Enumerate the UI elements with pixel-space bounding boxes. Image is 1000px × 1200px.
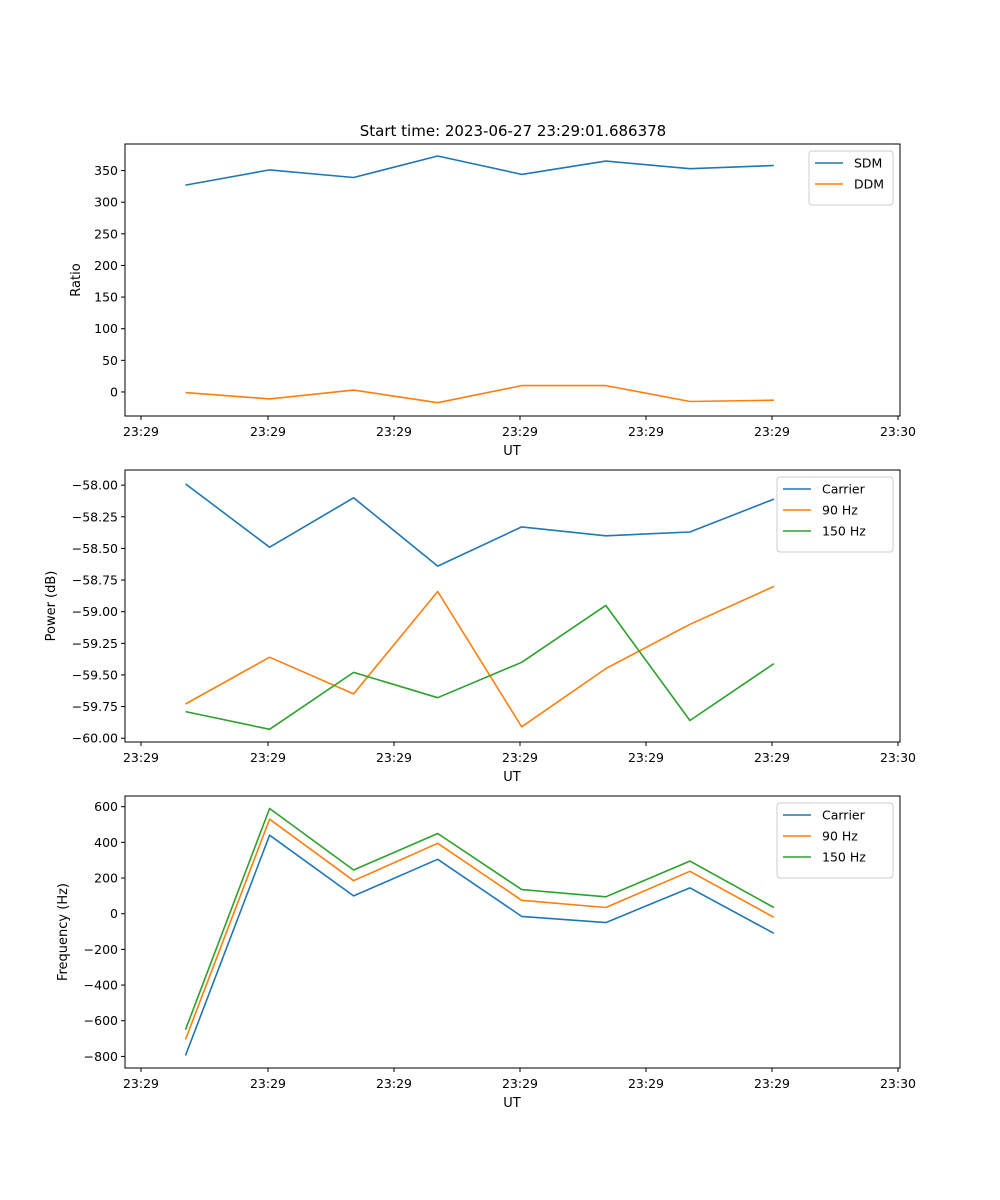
x-tick-label: 23:29 [628,750,664,765]
legend-label: Carrier [822,482,866,497]
series-line-90-hz [184,818,775,1040]
y-tick-label: 200 [94,258,118,273]
x-tick-label: 23:29 [123,1076,159,1091]
legend-label: 90 Hz [822,829,858,844]
y-tick-label: 100 [94,321,118,336]
y-tick-label: 200 [94,871,118,886]
y-tick-label: −600 [84,1013,118,1028]
x-tick-label: 23:29 [376,1076,412,1091]
plot-frame [124,143,901,417]
x-tick-label: 23:29 [123,750,159,765]
series-line-sdm [185,155,774,186]
plot-frame [124,469,901,743]
y-tick-label: 50 [102,353,118,368]
x-axis-label: UT [503,444,521,459]
x-tick-label: 23:29 [376,424,412,439]
x-tick-label: 23:29 [502,1076,538,1091]
y-tick-label: −59.00 [72,604,118,619]
x-tick-label: 23:29 [754,1076,790,1091]
x-axis-label: UT [503,1096,521,1111]
legend-label: 150 Hz [822,524,866,539]
subplot-3: −800 −600 −400 −200 0 200 400 600 23:29 23:29 23:2… [56,795,916,1111]
y-tick-label: 300 [94,195,118,210]
x-tick-label: 23:29 [754,424,790,439]
y-axis-label: Power (dB) [44,571,59,642]
y-tick-label: 250 [94,226,118,241]
y-tick-label: −200 [84,942,118,957]
series-line-90-hz [185,585,775,728]
x-tick-label: 23:29 [250,750,286,765]
y-tick-label: 350 [94,163,118,178]
x-tick-label: 23:29 [250,424,286,439]
series-line-ddm [185,384,774,404]
legend-label: DDM [854,177,884,192]
y-tick-label: −60.00 [72,731,118,746]
y-tick-label: 150 [94,290,118,305]
legend-box [776,476,894,553]
x-tick-label: 23:29 [628,424,664,439]
x-tick-label: 23:29 [250,1076,286,1091]
y-tick-label: −58.75 [72,573,118,588]
x-tick-label: 23:30 [880,750,916,765]
x-tick-label: 23:29 [502,424,538,439]
x-tick-label: 23:29 [754,750,790,765]
figure-title: Start time: 2023-06-27 23:29:01.686378 [360,122,666,140]
x-tick-label: 23:30 [880,424,916,439]
y-tick-label: 0 [110,906,118,921]
legend-label: 150 Hz [822,850,866,865]
x-tick-label: 23:29 [376,750,412,765]
series-line-150-hz [184,807,775,1030]
series-line-carrier [184,834,775,1056]
y-tick-label: 0 [110,384,118,399]
series-line-carrier [185,483,775,567]
subplot-panels: 0 50 100 150 200 250 300 350 23:29 23:29 23:29 23:2… [44,143,916,1111]
legend: Carrier 90 Hz 150 Hz [776,476,894,553]
legend-label: SDM [854,156,882,171]
plot-frame [124,795,901,1069]
y-tick-label: −59.75 [72,699,118,714]
y-tick-label: 400 [94,835,118,850]
legend-label: 90 Hz [822,503,858,518]
y-tick-label: −58.25 [72,509,118,524]
series-line-150-hz [185,604,775,731]
y-tick-label: −800 [84,1049,118,1064]
x-tick-label: 23:29 [123,424,159,439]
y-axis-label: Ratio [69,263,84,296]
y-tick-label: −58.50 [72,541,118,556]
y-tick-label: −59.25 [72,636,118,651]
legend-label: Carrier [822,808,866,823]
x-tick-label: 23:30 [880,1076,916,1091]
legend: Carrier 90 Hz 150 Hz [776,802,894,879]
y-tick-label: 600 [94,799,118,814]
y-tick-label: −59.50 [72,667,118,682]
legend-box [808,150,894,206]
y-tick-label: −58.00 [72,478,118,493]
subplot-2: −60.00 −59.75 −59.50 −59.25 −59.00 −58.75 −58.… [44,469,916,785]
y-tick-label: −400 [84,978,118,993]
x-tick-label: 23:29 [628,1076,664,1091]
x-tick-label: 23:29 [502,750,538,765]
y-axis-label: Frequency (Hz) [56,883,71,981]
x-axis-label: UT [503,770,521,785]
legend: SDM DDM [808,150,894,206]
legend-box [776,802,894,879]
subplot-1: 0 50 100 150 200 250 300 350 23:29 23:29 23:29 23:2… [69,143,916,459]
